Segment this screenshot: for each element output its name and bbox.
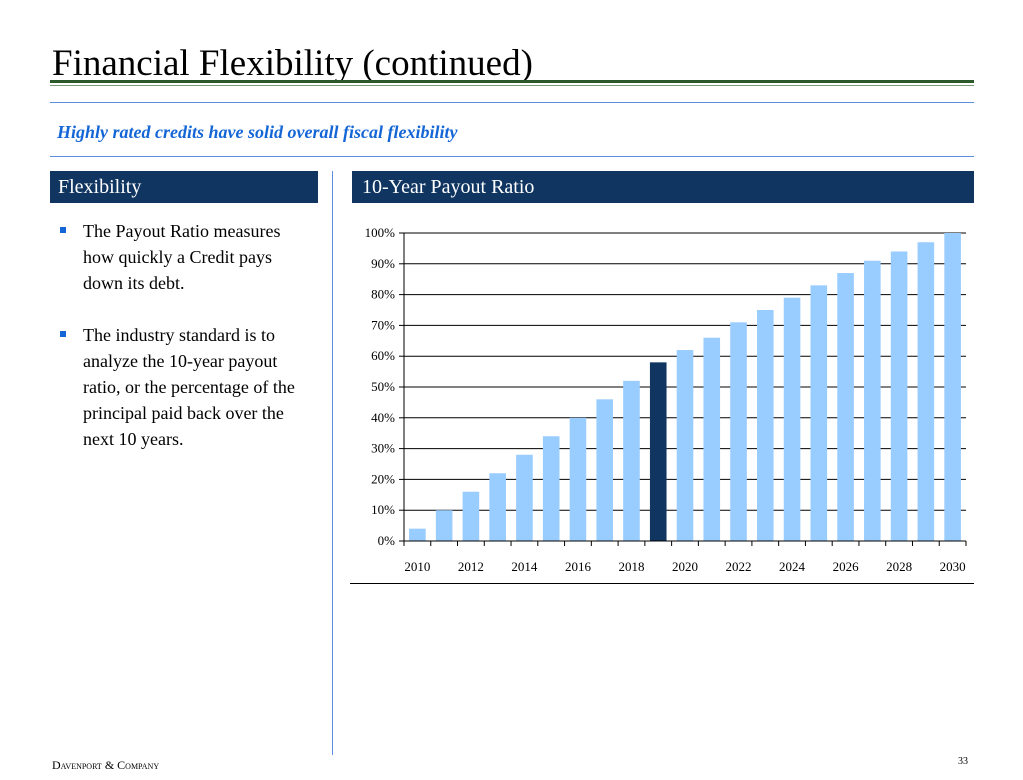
y-tick-label: 70% [371,317,395,332]
bar [730,322,747,541]
column-divider [332,171,333,755]
bar [756,310,774,541]
square-bullet-icon [60,331,66,337]
title-rule-thin [50,85,974,86]
title-rule [50,80,974,83]
bar [864,260,881,541]
bar [837,273,854,541]
x-tick-label: 2018 [618,559,644,574]
square-bullet-icon [60,227,66,233]
y-tick-label: 100% [365,225,396,240]
bar [623,380,640,541]
bar [810,285,828,541]
y-tick-label: 20% [371,471,395,486]
bar [409,528,426,541]
bar [783,297,801,541]
x-tick-label: 2010 [404,559,430,574]
x-tick-label: 2012 [458,559,484,574]
subtitle-top-rule [50,102,974,103]
x-tick-label: 2026 [833,559,860,574]
payout-ratio-panel-heading: 10-Year Payout Ratio [352,171,974,203]
x-tick-label: 2014 [511,559,538,574]
slide-subtitle: Highly rated credits have solid overall … [57,122,458,142]
y-tick-label: 10% [371,502,395,517]
bullet-text: The industry standard is to analyze the … [83,325,295,449]
y-tick-label: 30% [371,441,395,456]
bar [435,510,453,541]
y-tick-label: 40% [371,410,395,425]
bar [703,337,721,541]
bullet-item: The industry standard is to analyze the … [58,322,308,452]
bar [569,417,587,541]
bullet-item: The Payout Ratio measures how quickly a … [58,218,308,296]
x-tick-label: 2022 [726,559,752,574]
bar [676,350,694,541]
bar [462,491,480,541]
page-number: 33 [958,756,968,767]
bar [542,436,560,541]
y-tick-label: 0% [378,533,396,548]
bar-highlighted [649,362,667,541]
bar [596,399,614,541]
chart-bottom-rule [350,583,974,584]
slide-title: Financial Flexibility (continued) [52,43,533,84]
x-tick-label: 2030 [940,559,966,574]
bar [917,242,935,542]
bar [890,251,908,542]
y-tick-label: 90% [371,256,395,271]
y-tick-label: 80% [371,287,395,302]
y-tick-label: 50% [371,379,395,394]
bar [489,473,506,541]
bullet-list: The Payout Ratio measures how quickly a … [58,218,308,478]
subtitle-bottom-rule [50,156,974,157]
bullet-text: The Payout Ratio measures how quickly a … [83,221,281,293]
x-tick-label: 2016 [565,559,592,574]
y-tick-label: 60% [371,348,395,363]
x-tick-label: 2020 [672,559,698,574]
bar [944,233,961,541]
x-tick-label: 2028 [886,559,912,574]
payout-ratio-chart: 0% 10% 20% 30% 40% 50% 60% 70% 80% 90% 100% 2010 201… [365,225,967,574]
flexibility-panel-heading: Flexibility [50,171,318,203]
bar [516,454,533,541]
footer-company: Davenport & Company [52,758,160,772]
x-tick-label: 2024 [779,559,806,574]
